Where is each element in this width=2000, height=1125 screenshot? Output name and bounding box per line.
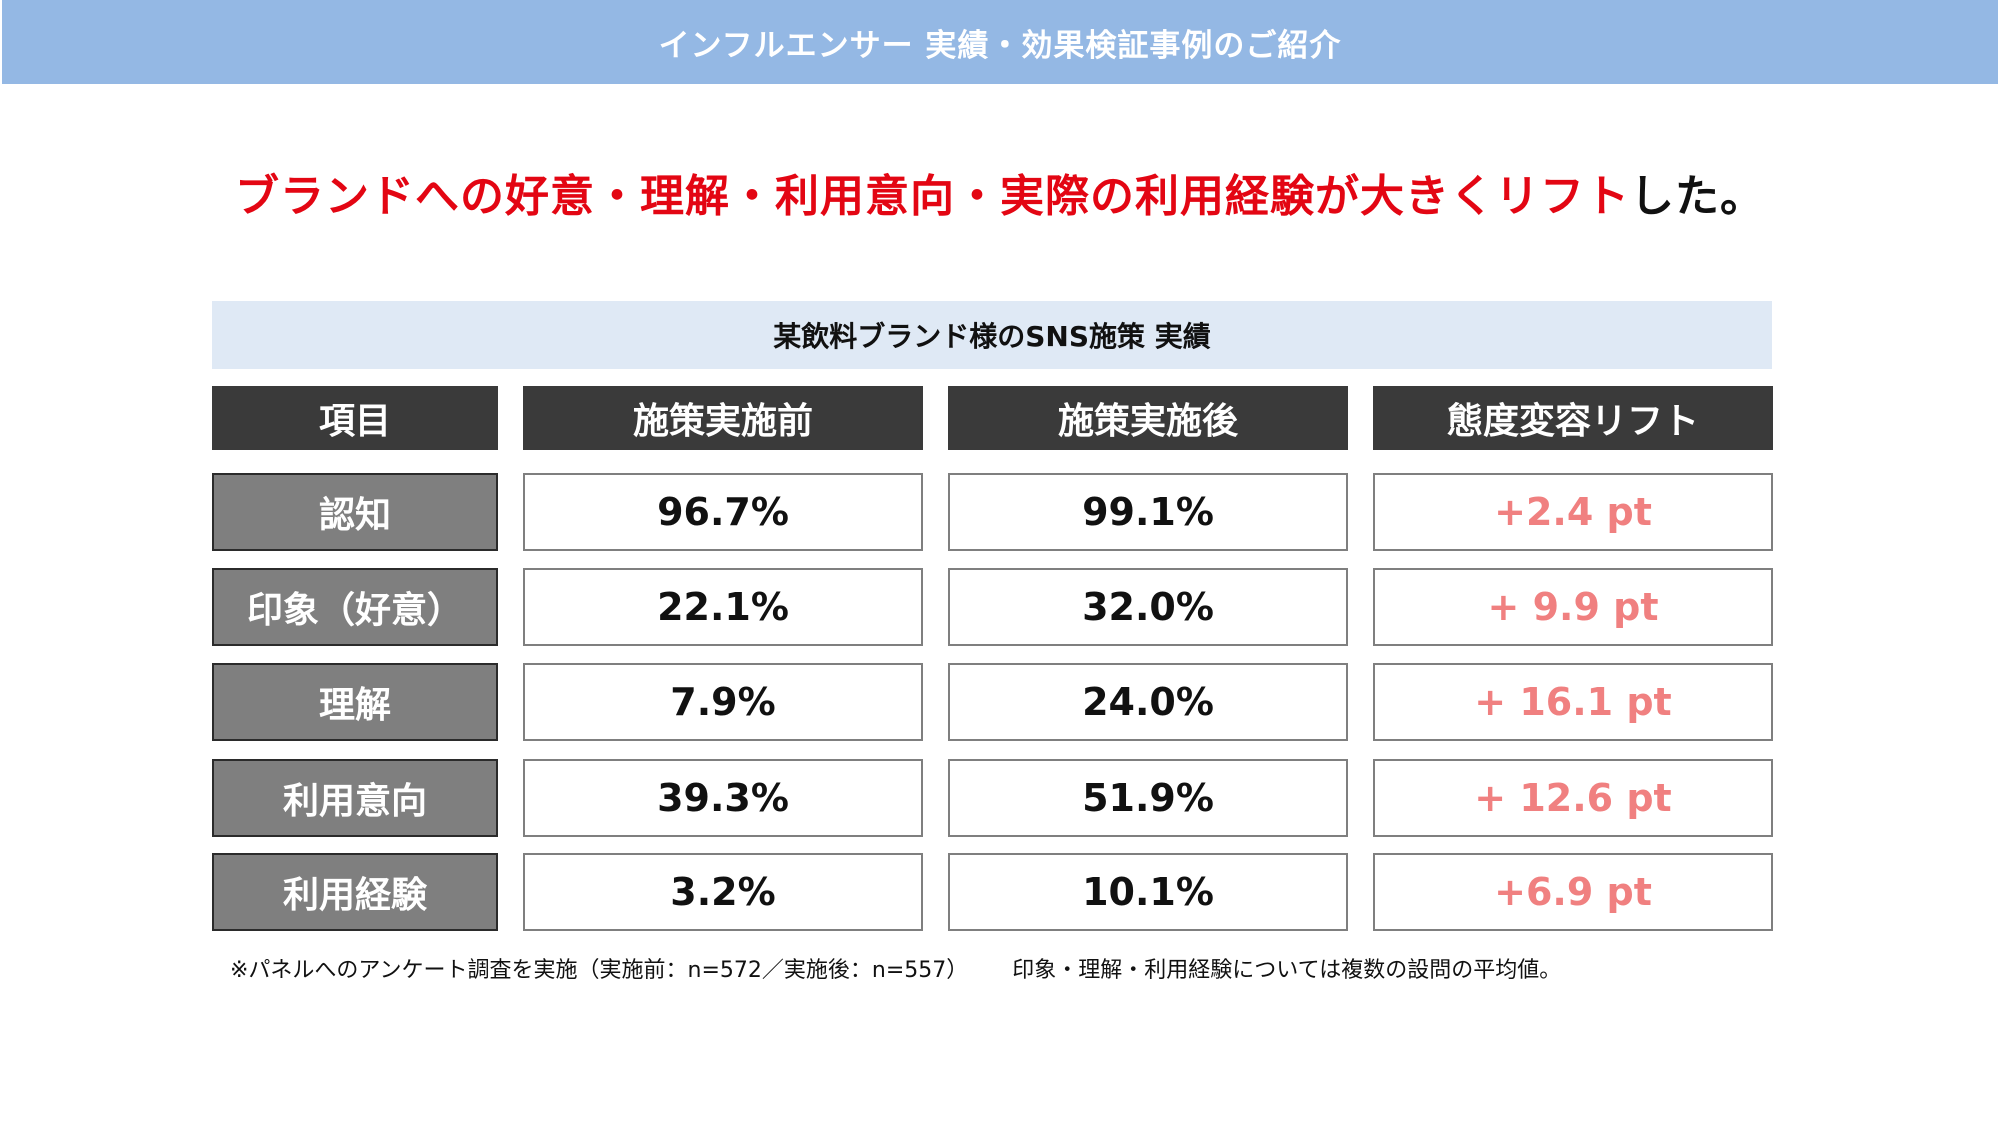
row-before-impression: 22.1% <box>523 568 923 646</box>
row-after-experience: 10.1% <box>948 853 1348 931</box>
row-label-understanding: 理解 <box>212 663 498 741</box>
row-lift-experience: +6.9 pt <box>1373 853 1773 931</box>
footnote: ※パネルへのアンケート調査を実施（実施前：n=572／実施後：n=557） 印象・… <box>230 952 1561 984</box>
row-lift-understanding: + 16.1 pt <box>1373 663 1773 741</box>
row-lift-intent: + 12.6 pt <box>1373 759 1773 837</box>
header-before: 施策実施前 <box>523 386 923 450</box>
table-caption: 某飲料ブランド様のSNS施策 実績 <box>212 301 1772 369</box>
banner-title: インフルエンサー 実績・効果検証事例のご紹介 <box>658 27 1342 64</box>
row-before-experience: 3.2% <box>523 853 923 931</box>
header-item: 項目 <box>212 386 498 450</box>
row-before-intent: 39.3% <box>523 759 923 837</box>
row-label-intent: 利用意向 <box>212 759 498 837</box>
row-label-impression: 印象（好意） <box>212 568 498 646</box>
row-after-understanding: 24.0% <box>948 663 1348 741</box>
headline: ブランドへの好意・理解・利用意向・実際の利用経験が大きくリフトした。 <box>0 160 2000 224</box>
row-lift-awareness: +2.4 pt <box>1373 473 1773 551</box>
footnote-survey: ※パネルへのアンケート調査を実施（実施前：n=572／実施後：n=557） <box>230 958 969 983</box>
row-after-impression: 32.0% <box>948 568 1348 646</box>
headline-suffix: した。 <box>1630 171 1765 222</box>
row-after-awareness: 99.1% <box>948 473 1348 551</box>
row-after-intent: 51.9% <box>948 759 1348 837</box>
row-before-awareness: 96.7% <box>523 473 923 551</box>
header-lift: 態度変容リフト <box>1373 386 1773 450</box>
row-lift-impression: + 9.9 pt <box>1373 568 1773 646</box>
row-label-awareness: 認知 <box>212 473 498 551</box>
header-after: 施策実施後 <box>948 386 1348 450</box>
headline-accent: ブランドへの好意・理解・利用意向・実際の利用経験が大きくリフト <box>235 171 1630 222</box>
page-banner: インフルエンサー 実績・効果検証事例のご紹介 <box>2 0 1998 84</box>
row-before-understanding: 7.9% <box>523 663 923 741</box>
row-label-experience: 利用経験 <box>212 853 498 931</box>
table-caption-text: 某飲料ブランド様のSNS施策 実績 <box>773 320 1211 353</box>
footnote-note: 印象・理解・利用経験については複数の設問の平均値。 <box>1012 958 1562 983</box>
